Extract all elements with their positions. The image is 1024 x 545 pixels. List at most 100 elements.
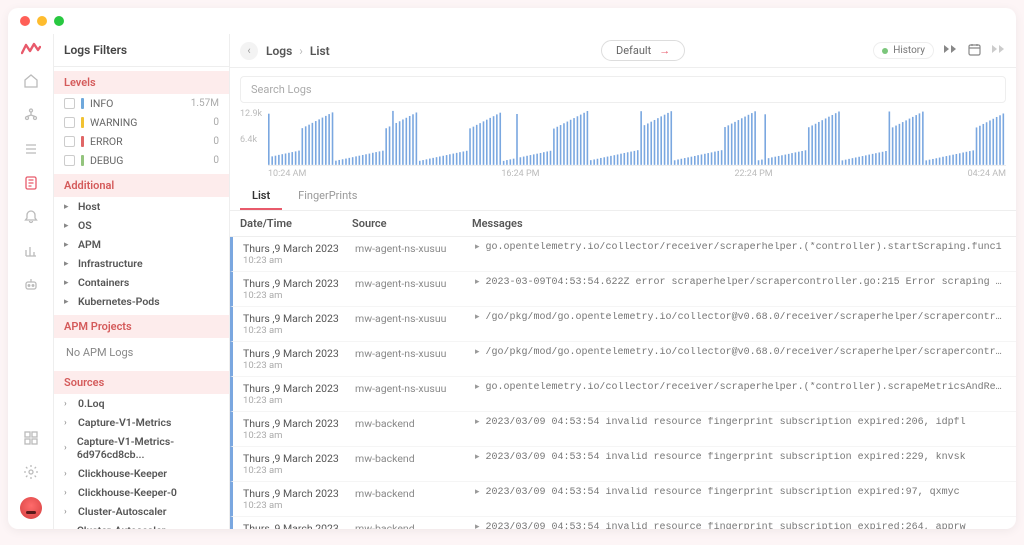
th-messages[interactable]: Messages bbox=[472, 217, 1006, 230]
cell-message: ▸2023-03-09T04:53:54.622Z error scraperh… bbox=[475, 277, 1006, 301]
additional-item[interactable]: ▸ Containers bbox=[54, 273, 229, 292]
checkbox-icon[interactable] bbox=[64, 117, 75, 128]
level-row[interactable]: WARNING0 bbox=[54, 113, 229, 132]
cell-source: mw-agent-ns-xusuu bbox=[355, 312, 475, 336]
window-max-dot[interactable] bbox=[54, 16, 64, 26]
source-item[interactable]: › Capture-V1-Metrics-6d976cd8cb... bbox=[54, 432, 229, 464]
table-row[interactable]: Thurs ,9 March 202310:23 ammw-agent-ns-x… bbox=[230, 307, 1016, 342]
table-row[interactable]: Thurs ,9 March 202310:23 ammw-backend▸20… bbox=[230, 412, 1016, 447]
table-row[interactable]: Thurs ,9 March 202310:23 ammw-agent-ns-x… bbox=[230, 377, 1016, 412]
caret-right-icon[interactable]: ▸ bbox=[475, 452, 480, 476]
caret-right-icon[interactable]: ▸ bbox=[475, 522, 480, 529]
metrics-icon[interactable] bbox=[22, 242, 40, 260]
cell-datetime: Thurs ,9 March 202310:23 am bbox=[243, 417, 355, 441]
crumb-leaf: List bbox=[310, 44, 330, 58]
th-datetime[interactable]: Date/Time bbox=[240, 217, 352, 230]
cell-datetime: Thurs ,9 March 202310:23 am bbox=[243, 487, 355, 511]
table-row[interactable]: Thurs ,9 March 202310:23 ammw-agent-ns-x… bbox=[230, 342, 1016, 377]
tab-fingerprints[interactable]: FingerPrints bbox=[286, 183, 369, 210]
history-pill[interactable]: History bbox=[873, 42, 934, 59]
rewind-icon[interactable] bbox=[942, 43, 958, 58]
forward-icon[interactable] bbox=[990, 43, 1006, 58]
caret-right-icon: ▸ bbox=[64, 221, 72, 231]
chevron-right-icon: › bbox=[64, 443, 71, 453]
bot-icon[interactable] bbox=[22, 276, 40, 294]
histogram-chart[interactable]: 12.9k 6.4k 10:24 AM 16:24 PM 22:24 PM 04… bbox=[240, 109, 1006, 179]
source-item[interactable]: ›Capture-V1-Metrics bbox=[54, 413, 229, 432]
chevron-right-icon: › bbox=[64, 469, 72, 479]
sources-head: Sources bbox=[54, 371, 229, 394]
ylabel-0: 12.9k bbox=[240, 109, 262, 119]
cell-message: ▸2023/03/09 04:53:54 invalid resource fi… bbox=[475, 417, 1006, 441]
level-color-icon bbox=[81, 117, 84, 128]
cell-source: mw-backend bbox=[355, 487, 475, 511]
table-row[interactable]: Thurs ,9 March 202310:23 ammw-agent-ns-x… bbox=[230, 272, 1016, 307]
caret-right-icon[interactable]: ▸ bbox=[475, 417, 480, 441]
source-label: Clickhouse-Keeper-0 bbox=[78, 486, 177, 499]
caret-right-icon[interactable]: ▸ bbox=[475, 487, 480, 511]
checkbox-icon[interactable] bbox=[64, 98, 75, 109]
additional-label: Containers bbox=[78, 276, 129, 289]
level-row[interactable]: INFO1.57M bbox=[54, 94, 229, 113]
home-icon[interactable] bbox=[22, 72, 40, 90]
caret-right-icon: ▸ bbox=[64, 278, 72, 288]
source-item[interactable]: ›Cluster-Autoscaler bbox=[54, 502, 229, 521]
list-icon[interactable] bbox=[22, 140, 40, 158]
level-row[interactable]: DEBUG0 bbox=[54, 151, 229, 170]
checkbox-icon[interactable] bbox=[64, 136, 75, 147]
cell-message: ▸/go/pkg/mod/go.opentelemetry.io/collect… bbox=[475, 347, 1006, 371]
table-row[interactable]: Thurs ,9 March 202310:23 ammw-backend▸20… bbox=[230, 447, 1016, 482]
settings-icon[interactable] bbox=[22, 463, 40, 481]
table-row[interactable]: Thurs ,9 March 202310:23 ammw-backend▸20… bbox=[230, 482, 1016, 517]
arrow-right-icon: → bbox=[659, 44, 670, 57]
logs-icon[interactable] bbox=[22, 174, 40, 192]
titlebar bbox=[8, 8, 1016, 34]
breadcrumb: Logs › List bbox=[266, 44, 330, 58]
alerts-icon[interactable] bbox=[22, 208, 40, 226]
caret-right-icon[interactable]: ▸ bbox=[475, 242, 480, 266]
source-item[interactable]: ›Clickhouse-Keeper-0 bbox=[54, 483, 229, 502]
th-source[interactable]: Source bbox=[352, 217, 472, 230]
caret-right-icon: ▸ bbox=[64, 240, 72, 250]
xlabel-0: 10:24 AM bbox=[268, 169, 306, 179]
level-row[interactable]: ERROR 0 bbox=[54, 132, 229, 151]
additional-head: Additional bbox=[54, 174, 229, 197]
topbar: ‹ Logs › List Default → History bbox=[230, 34, 1016, 68]
caret-right-icon: ▸ bbox=[64, 202, 72, 212]
search-input[interactable]: Search Logs bbox=[240, 76, 1006, 103]
caret-right-icon[interactable]: ▸ bbox=[475, 312, 480, 336]
org-icon[interactable] bbox=[22, 106, 40, 124]
additional-item[interactable]: ▸ APM bbox=[54, 235, 229, 254]
source-label: Capture-V1-Metrics-6d976cd8cb... bbox=[77, 435, 219, 461]
additional-item[interactable]: ▸Infrastructure bbox=[54, 254, 229, 273]
checkbox-icon[interactable] bbox=[64, 155, 75, 166]
levels-head: Levels bbox=[54, 71, 229, 94]
table-row[interactable]: Thurs ,9 March 202310:23 ammw-agent-ns-x… bbox=[230, 237, 1016, 272]
caret-right-icon[interactable]: ▸ bbox=[475, 277, 480, 301]
source-item[interactable]: ›0.Loq bbox=[54, 394, 229, 413]
additional-item[interactable]: ▸Kubernetes-Pods bbox=[54, 292, 229, 311]
filters-sidebar: Logs Filters Levels INFO1.57MWARNING0ERR… bbox=[54, 34, 230, 529]
level-color-icon bbox=[81, 136, 84, 147]
level-label: ERROR bbox=[90, 135, 123, 148]
additional-item[interactable]: ▸Host bbox=[54, 197, 229, 216]
apps-icon[interactable] bbox=[22, 429, 40, 447]
window-min-dot[interactable] bbox=[37, 16, 47, 26]
cell-message: ▸go.opentelemetry.io/collector/receiver/… bbox=[475, 382, 1006, 406]
level-count: 0 bbox=[213, 136, 219, 147]
source-item[interactable]: ›Clickhouse-Keeper bbox=[54, 464, 229, 483]
view-selector[interactable]: Default → bbox=[601, 40, 685, 61]
table-body: Thurs ,9 March 202310:23 am mw-agent-ns-x… bbox=[230, 237, 1016, 529]
caret-right-icon[interactable]: ▸ bbox=[475, 382, 480, 406]
additional-item[interactable]: ▸OS bbox=[54, 216, 229, 235]
window-close-dot[interactable] bbox=[20, 16, 30, 26]
nav-back-icon[interactable]: ‹ bbox=[240, 42, 258, 60]
crumb-root[interactable]: Logs bbox=[266, 44, 292, 58]
avatar[interactable] bbox=[20, 497, 42, 519]
source-item[interactable]: ›Cluster-Autoscaler-85856557c9-... bbox=[54, 521, 229, 529]
table-row[interactable]: Thurs ,9 March 202310:23 ammw-backend▸20… bbox=[230, 517, 1016, 529]
calendar-icon[interactable] bbox=[966, 42, 982, 60]
additional-label: APM bbox=[78, 238, 101, 251]
tab-list[interactable]: List bbox=[240, 183, 282, 210]
caret-right-icon[interactable]: ▸ bbox=[475, 347, 480, 371]
